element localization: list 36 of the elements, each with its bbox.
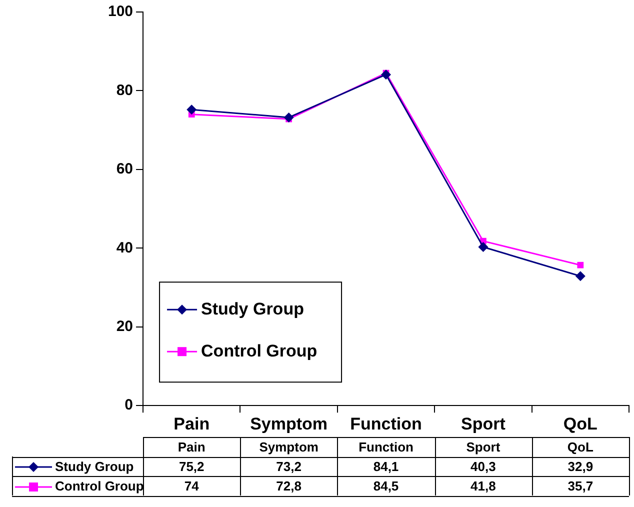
data-label: 84,5 bbox=[373, 478, 399, 494]
x-tick-label: Symptom bbox=[250, 414, 328, 434]
x-tick-label: Pain bbox=[174, 414, 210, 434]
y-tick-label: 60 bbox=[116, 160, 134, 178]
data-label: 41,8 bbox=[470, 478, 496, 494]
y-tick-label: 0 bbox=[124, 396, 134, 414]
data-label: 73,2 bbox=[276, 458, 302, 474]
y-tick-label: 80 bbox=[116, 82, 134, 99]
data-label: 84,1 bbox=[373, 458, 399, 474]
y-tick-label: 20 bbox=[116, 318, 134, 336]
x-tick-label: QoL bbox=[563, 414, 598, 434]
point bbox=[186, 104, 197, 115]
point bbox=[284, 112, 294, 122]
legend-label: Study Group bbox=[201, 299, 304, 318]
y-tick-label: 100 bbox=[108, 3, 134, 20]
data-label: 32,9 bbox=[568, 458, 594, 474]
point bbox=[381, 70, 392, 80]
x-tick-label: Sport bbox=[461, 414, 506, 434]
point bbox=[575, 271, 586, 282]
data-label: 75,2 bbox=[178, 458, 204, 474]
y-tick-label: 40 bbox=[116, 239, 134, 256]
category-label: Pain bbox=[178, 439, 206, 454]
legend-label: Control Group bbox=[201, 341, 318, 360]
text: Study Group bbox=[55, 458, 134, 474]
category-label: QoL bbox=[567, 439, 594, 454]
text: Control Group bbox=[55, 478, 144, 494]
point bbox=[577, 262, 584, 268]
data-label: 40,3 bbox=[470, 458, 496, 474]
x-tick-label: Function bbox=[350, 414, 422, 434]
point bbox=[478, 242, 488, 252]
data-label: 74 bbox=[184, 478, 200, 494]
data-label: 35,7 bbox=[568, 478, 594, 494]
category-label: Symptom bbox=[259, 439, 318, 454]
category-label: Function bbox=[358, 439, 414, 454]
category-label: Sport bbox=[466, 439, 500, 454]
data-label: 72,8 bbox=[276, 478, 302, 494]
